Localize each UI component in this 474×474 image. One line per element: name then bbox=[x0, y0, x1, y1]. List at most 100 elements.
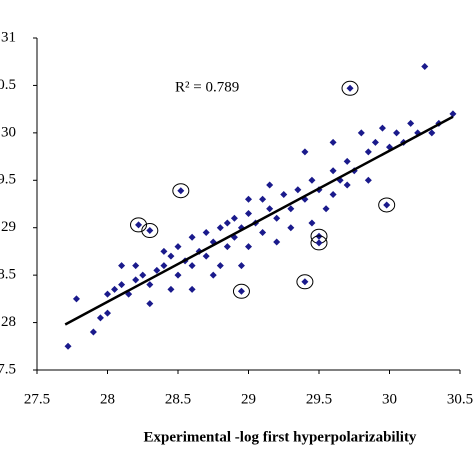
point bbox=[428, 129, 436, 137]
point bbox=[72, 295, 80, 303]
point-ring bbox=[296, 274, 314, 290]
point bbox=[301, 278, 309, 286]
point bbox=[393, 129, 401, 137]
y-tick-label: 27.5 bbox=[0, 361, 16, 377]
x-tick-label: 30 bbox=[382, 391, 397, 407]
point bbox=[237, 287, 245, 295]
point bbox=[329, 191, 337, 199]
point bbox=[237, 262, 245, 270]
point bbox=[202, 228, 210, 236]
point bbox=[188, 233, 196, 241]
point bbox=[371, 138, 379, 146]
point bbox=[287, 224, 295, 232]
y-tick-label: 29.5 bbox=[0, 172, 16, 188]
point bbox=[449, 110, 457, 118]
x-tick-label: 27.5 bbox=[24, 391, 50, 407]
annotation: R² = 0.789 bbox=[175, 79, 239, 95]
point bbox=[266, 181, 274, 189]
point bbox=[188, 285, 196, 293]
point bbox=[223, 243, 231, 251]
x-tick-label: 29.5 bbox=[306, 391, 332, 407]
point-ring bbox=[141, 223, 159, 239]
y-tick-label: 30.5 bbox=[0, 77, 16, 93]
x-tick-label: 28 bbox=[100, 391, 115, 407]
point bbox=[245, 243, 252, 251]
point bbox=[118, 281, 126, 289]
point bbox=[167, 285, 175, 293]
point bbox=[146, 227, 154, 235]
point bbox=[343, 181, 351, 189]
point bbox=[104, 290, 111, 298]
point bbox=[322, 205, 330, 213]
point-ring bbox=[341, 80, 359, 96]
point bbox=[245, 195, 252, 203]
point bbox=[153, 266, 161, 274]
point bbox=[259, 228, 267, 236]
point bbox=[160, 247, 168, 255]
point bbox=[118, 262, 126, 270]
point-ring bbox=[130, 217, 148, 233]
point bbox=[329, 167, 337, 175]
point bbox=[273, 214, 281, 222]
y-tick-label: 30 bbox=[1, 124, 16, 140]
point bbox=[167, 252, 175, 260]
y-tick-label: 28.5 bbox=[0, 267, 16, 283]
point bbox=[202, 252, 210, 260]
point bbox=[343, 157, 351, 165]
point bbox=[280, 191, 288, 199]
point bbox=[177, 187, 185, 195]
point bbox=[364, 148, 372, 156]
point bbox=[378, 124, 386, 132]
point bbox=[308, 176, 316, 184]
point bbox=[287, 205, 295, 213]
point bbox=[111, 285, 119, 293]
point bbox=[346, 84, 354, 92]
point bbox=[329, 138, 337, 146]
point-ring bbox=[172, 183, 190, 199]
point bbox=[132, 262, 140, 270]
point bbox=[209, 271, 217, 279]
point bbox=[139, 271, 147, 279]
point bbox=[245, 209, 252, 217]
point bbox=[259, 195, 267, 203]
x-axis-label: Experimental -log first hyperpolarizabil… bbox=[144, 429, 417, 445]
point bbox=[223, 219, 231, 227]
point bbox=[146, 281, 154, 289]
point bbox=[146, 300, 154, 308]
point bbox=[132, 276, 140, 284]
point bbox=[135, 221, 143, 229]
y-tick-label: 29 bbox=[1, 219, 16, 235]
point-ring bbox=[378, 197, 396, 213]
point bbox=[64, 342, 72, 350]
x-tick-label: 30.5 bbox=[447, 391, 473, 407]
point bbox=[104, 309, 111, 317]
point bbox=[383, 201, 391, 209]
trendline bbox=[64, 115, 454, 326]
point-ring bbox=[310, 235, 328, 251]
point-ring bbox=[232, 283, 250, 299]
x-tick-label: 28.5 bbox=[165, 391, 191, 407]
x-tick-label: 29 bbox=[241, 391, 256, 407]
point bbox=[301, 148, 309, 156]
point bbox=[308, 219, 316, 227]
point bbox=[266, 205, 274, 213]
point bbox=[407, 119, 415, 127]
y-tick-label: 31 bbox=[1, 29, 16, 45]
point bbox=[188, 262, 196, 270]
point bbox=[89, 328, 97, 336]
point bbox=[96, 314, 104, 322]
point bbox=[160, 262, 168, 270]
point bbox=[273, 238, 281, 246]
point bbox=[364, 176, 372, 184]
point bbox=[315, 239, 323, 247]
point bbox=[421, 62, 429, 70]
point bbox=[216, 224, 224, 232]
point bbox=[357, 129, 365, 137]
point bbox=[230, 214, 238, 222]
y-tick-label: 28 bbox=[1, 314, 16, 330]
point bbox=[294, 186, 302, 194]
point bbox=[174, 243, 182, 251]
point bbox=[174, 271, 182, 279]
point bbox=[216, 262, 224, 270]
